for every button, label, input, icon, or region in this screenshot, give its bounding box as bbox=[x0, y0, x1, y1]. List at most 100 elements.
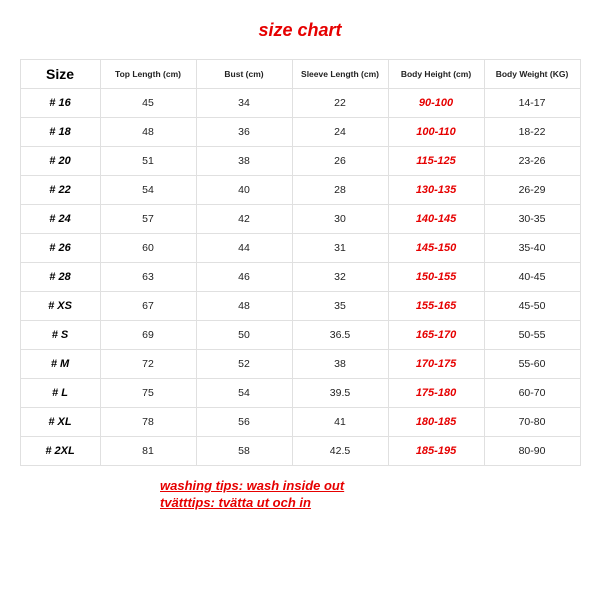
cell-weight: 60-70 bbox=[484, 379, 580, 408]
cell-size: # L bbox=[20, 379, 100, 408]
size-chart-container: size chart Size Top Length (cm) Bust (cm… bbox=[0, 0, 600, 600]
cell-weight: 14-17 bbox=[484, 89, 580, 118]
cell-weight: 70-80 bbox=[484, 408, 580, 437]
cell-weight: 30-35 bbox=[484, 205, 580, 234]
cell-top: 72 bbox=[100, 350, 196, 379]
chart-title: size chart bbox=[0, 20, 600, 41]
cell-top: 45 bbox=[100, 89, 196, 118]
cell-weight: 35-40 bbox=[484, 234, 580, 263]
cell-top: 60 bbox=[100, 234, 196, 263]
cell-top: 81 bbox=[100, 437, 196, 466]
cell-top: 69 bbox=[100, 321, 196, 350]
cell-size: # S bbox=[20, 321, 100, 350]
cell-bust: 40 bbox=[196, 176, 292, 205]
cell-sleeve: 28 bbox=[292, 176, 388, 205]
cell-bust: 52 bbox=[196, 350, 292, 379]
cell-height: 185-195 bbox=[388, 437, 484, 466]
cell-sleeve: 35 bbox=[292, 292, 388, 321]
cell-height: 150-155 bbox=[388, 263, 484, 292]
table-row: # 1645342290-10014-17 bbox=[20, 89, 580, 118]
cell-size: # 16 bbox=[20, 89, 100, 118]
cell-size: # XL bbox=[20, 408, 100, 437]
table-row: # L755439.5175-18060-70 bbox=[20, 379, 580, 408]
cell-weight: 26-29 bbox=[484, 176, 580, 205]
cell-sleeve: 36.5 bbox=[292, 321, 388, 350]
cell-bust: 48 bbox=[196, 292, 292, 321]
cell-weight: 80-90 bbox=[484, 437, 580, 466]
cell-weight: 18-22 bbox=[484, 118, 580, 147]
cell-bust: 58 bbox=[196, 437, 292, 466]
cell-height: 155-165 bbox=[388, 292, 484, 321]
col-sleeve: Sleeve Length (cm) bbox=[292, 60, 388, 89]
cell-height: 145-150 bbox=[388, 234, 484, 263]
table-row: # M725238170-17555-60 bbox=[20, 350, 580, 379]
cell-weight: 45-50 bbox=[484, 292, 580, 321]
cell-top: 67 bbox=[100, 292, 196, 321]
cell-sleeve: 31 bbox=[292, 234, 388, 263]
cell-height: 130-135 bbox=[388, 176, 484, 205]
cell-bust: 42 bbox=[196, 205, 292, 234]
table-row: # 26604431145-15035-40 bbox=[20, 234, 580, 263]
table-row: # S695036.5165-17050-55 bbox=[20, 321, 580, 350]
cell-size: # 20 bbox=[20, 147, 100, 176]
header-row: Size Top Length (cm) Bust (cm) Sleeve Le… bbox=[20, 60, 580, 89]
cell-size: # M bbox=[20, 350, 100, 379]
cell-sleeve: 26 bbox=[292, 147, 388, 176]
cell-size: # XS bbox=[20, 292, 100, 321]
cell-sleeve: 22 bbox=[292, 89, 388, 118]
tip-sv: tvätttips: tvätta ut och in bbox=[160, 495, 600, 510]
cell-bust: 46 bbox=[196, 263, 292, 292]
cell-size: # 26 bbox=[20, 234, 100, 263]
washing-tips: washing tips: wash inside out tvätttips:… bbox=[160, 478, 600, 510]
cell-sleeve: 32 bbox=[292, 263, 388, 292]
cell-sleeve: 24 bbox=[292, 118, 388, 147]
cell-size: # 28 bbox=[20, 263, 100, 292]
cell-height: 90-100 bbox=[388, 89, 484, 118]
table-row: # XS674835155-16545-50 bbox=[20, 292, 580, 321]
cell-bust: 56 bbox=[196, 408, 292, 437]
table-row: # 2XL815842.5185-19580-90 bbox=[20, 437, 580, 466]
cell-sleeve: 42.5 bbox=[292, 437, 388, 466]
cell-height: 170-175 bbox=[388, 350, 484, 379]
cell-top: 57 bbox=[100, 205, 196, 234]
table-row: # 24574230140-14530-35 bbox=[20, 205, 580, 234]
cell-weight: 23-26 bbox=[484, 147, 580, 176]
cell-bust: 36 bbox=[196, 118, 292, 147]
cell-height: 115-125 bbox=[388, 147, 484, 176]
cell-weight: 50-55 bbox=[484, 321, 580, 350]
cell-weight: 55-60 bbox=[484, 350, 580, 379]
col-height: Body Height (cm) bbox=[388, 60, 484, 89]
col-weight: Body Weight (KG) bbox=[484, 60, 580, 89]
cell-height: 175-180 bbox=[388, 379, 484, 408]
table-row: # 22544028130-13526-29 bbox=[20, 176, 580, 205]
cell-bust: 50 bbox=[196, 321, 292, 350]
cell-size: # 18 bbox=[20, 118, 100, 147]
cell-bust: 38 bbox=[196, 147, 292, 176]
table-row: # XL785641180-18570-80 bbox=[20, 408, 580, 437]
col-top: Top Length (cm) bbox=[100, 60, 196, 89]
cell-sleeve: 30 bbox=[292, 205, 388, 234]
cell-top: 75 bbox=[100, 379, 196, 408]
cell-top: 51 bbox=[100, 147, 196, 176]
cell-height: 180-185 bbox=[388, 408, 484, 437]
table-row: # 18483624100-11018-22 bbox=[20, 118, 580, 147]
cell-bust: 44 bbox=[196, 234, 292, 263]
cell-top: 78 bbox=[100, 408, 196, 437]
cell-top: 63 bbox=[100, 263, 196, 292]
table-row: # 28634632150-15540-45 bbox=[20, 263, 580, 292]
table-body: # 1645342290-10014-17# 18483624100-11018… bbox=[20, 89, 580, 466]
cell-size: # 2XL bbox=[20, 437, 100, 466]
cell-size: # 22 bbox=[20, 176, 100, 205]
table-row: # 20513826115-12523-26 bbox=[20, 147, 580, 176]
cell-top: 48 bbox=[100, 118, 196, 147]
cell-size: # 24 bbox=[20, 205, 100, 234]
cell-top: 54 bbox=[100, 176, 196, 205]
cell-weight: 40-45 bbox=[484, 263, 580, 292]
cell-sleeve: 41 bbox=[292, 408, 388, 437]
cell-bust: 34 bbox=[196, 89, 292, 118]
cell-height: 100-110 bbox=[388, 118, 484, 147]
cell-sleeve: 38 bbox=[292, 350, 388, 379]
cell-bust: 54 bbox=[196, 379, 292, 408]
col-bust: Bust (cm) bbox=[196, 60, 292, 89]
cell-height: 140-145 bbox=[388, 205, 484, 234]
